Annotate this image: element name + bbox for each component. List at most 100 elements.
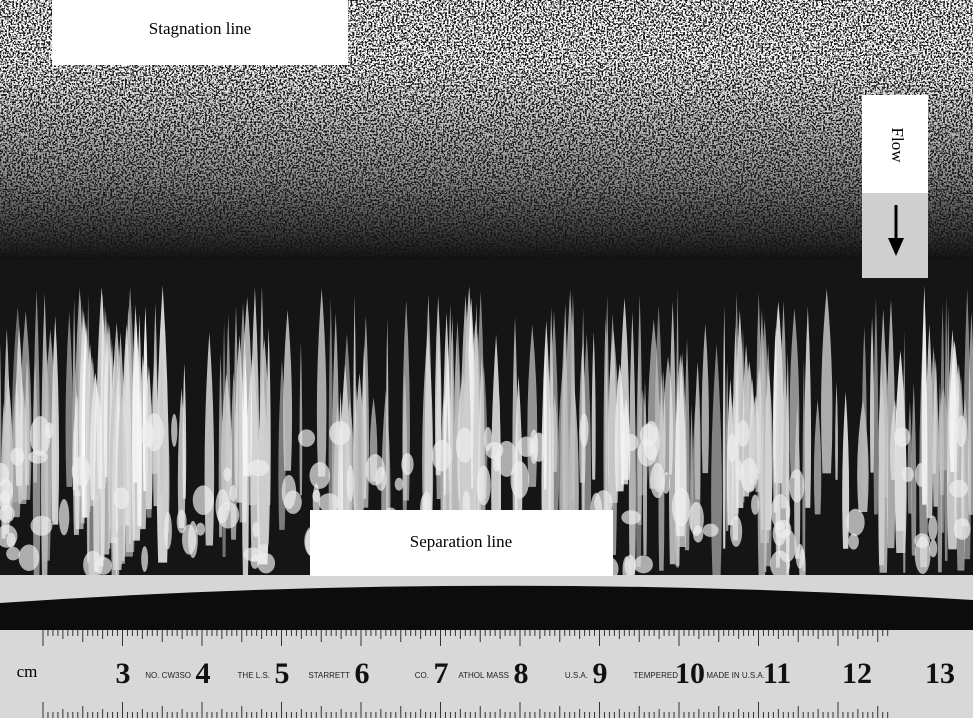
streak xyxy=(938,387,949,471)
blob xyxy=(281,474,297,510)
blob xyxy=(195,522,206,536)
streak xyxy=(225,314,231,511)
streak xyxy=(722,305,726,549)
blob xyxy=(365,454,385,486)
streak xyxy=(299,341,303,496)
streak xyxy=(861,326,867,498)
blob xyxy=(894,427,911,447)
streak xyxy=(354,372,365,518)
ruler-number: 7 xyxy=(434,657,449,690)
blob xyxy=(18,544,40,572)
ruler-number: 8 xyxy=(514,657,529,690)
blob xyxy=(30,515,53,536)
streak xyxy=(591,331,596,480)
blob xyxy=(229,485,237,502)
streak xyxy=(72,298,76,491)
blob xyxy=(309,462,331,489)
blob xyxy=(529,429,539,464)
blob xyxy=(394,477,404,491)
label-box xyxy=(310,510,613,576)
streak xyxy=(235,335,244,503)
blob xyxy=(914,533,931,549)
streak xyxy=(132,304,139,483)
streak xyxy=(242,296,253,477)
blob xyxy=(0,478,14,504)
blob xyxy=(455,427,474,463)
streak xyxy=(804,306,812,508)
blob xyxy=(510,461,530,499)
blob xyxy=(6,546,21,561)
ruler-number: 5 xyxy=(275,657,290,690)
blob xyxy=(58,498,70,536)
ruler-imprint: NO. CW3SO xyxy=(145,671,191,680)
blob xyxy=(247,459,270,477)
streak xyxy=(65,311,73,487)
blob xyxy=(215,489,230,524)
blob xyxy=(346,464,354,502)
blob xyxy=(94,557,113,575)
blob xyxy=(176,509,187,534)
blob xyxy=(483,426,493,452)
streak xyxy=(842,391,850,549)
flow-box xyxy=(862,95,928,193)
blob xyxy=(10,447,25,466)
blob xyxy=(928,515,938,541)
unit-label: cm xyxy=(17,662,38,681)
streak xyxy=(873,297,879,515)
blob xyxy=(702,523,719,537)
separation-label: Separation line xyxy=(410,532,512,551)
blob xyxy=(770,550,791,579)
blob xyxy=(6,532,16,548)
streak xyxy=(283,309,293,471)
streak xyxy=(603,315,608,519)
streak xyxy=(870,316,875,473)
blob xyxy=(789,469,805,503)
blob xyxy=(579,413,589,448)
blob xyxy=(751,494,760,515)
blob xyxy=(671,487,691,527)
blob xyxy=(956,415,967,448)
streak xyxy=(564,289,576,528)
streak xyxy=(258,338,271,545)
streak xyxy=(921,285,928,505)
blob xyxy=(252,521,260,538)
ruler-imprint: THE L.S. xyxy=(238,671,270,680)
stagnation-label: Stagnation line xyxy=(149,19,251,38)
blob xyxy=(633,555,653,574)
streak xyxy=(835,381,838,480)
streak xyxy=(328,297,333,546)
blob xyxy=(621,510,641,525)
streak xyxy=(514,375,523,542)
streak xyxy=(316,288,327,477)
streak xyxy=(732,326,739,541)
streak xyxy=(385,317,389,536)
streak xyxy=(911,382,917,556)
ruler-number: 12 xyxy=(842,657,872,690)
ruler-imprint: CO. xyxy=(415,671,429,680)
blob xyxy=(730,515,743,547)
streaks xyxy=(0,285,973,588)
blob xyxy=(727,433,737,463)
blob xyxy=(113,487,130,510)
streak xyxy=(780,300,787,509)
streak xyxy=(548,306,554,563)
blob xyxy=(848,533,859,550)
flow-arrowhead xyxy=(888,238,904,256)
blob xyxy=(770,494,791,530)
streak xyxy=(159,337,164,495)
blob xyxy=(493,455,500,472)
blob xyxy=(736,460,743,481)
blob xyxy=(171,413,178,447)
streak xyxy=(701,323,709,474)
blob xyxy=(901,466,914,482)
blob xyxy=(71,456,91,487)
blob xyxy=(223,467,232,481)
streak xyxy=(894,363,907,553)
blob xyxy=(257,553,276,574)
blob xyxy=(297,429,316,447)
blob xyxy=(318,493,340,512)
streak xyxy=(480,365,488,499)
streak xyxy=(764,343,772,567)
ruler-text: cm 3 4 5 6 7 8 9 10 11 12 13 NO. CW3SO THE L.S. STARR… xyxy=(17,657,955,690)
blob xyxy=(949,479,969,498)
